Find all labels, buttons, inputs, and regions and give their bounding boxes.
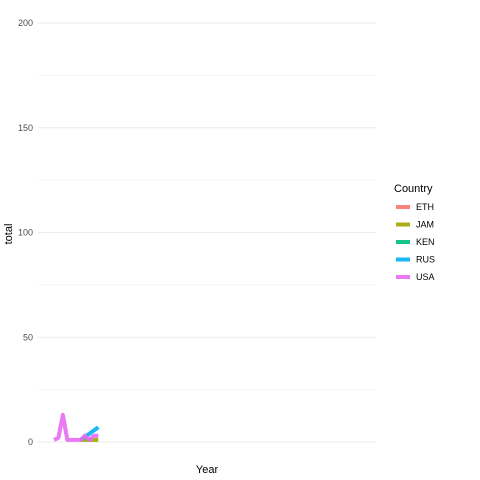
series-line-usa: [53, 412, 99, 442]
y-tick-label: 100: [18, 228, 33, 238]
grid-lines: [38, 22, 376, 443]
series-lines: [53, 412, 100, 442]
x-axis-title: Year: [196, 464, 219, 476]
legend-label-jam: JAM: [416, 220, 434, 230]
legend: Country ETH JAM KEN RUS USA: [394, 183, 435, 282]
legend-label-eth: ETH: [416, 202, 434, 212]
y-tick-label: 0: [28, 437, 33, 447]
legend-label-rus: RUS: [416, 255, 435, 265]
y-tick-label: 150: [18, 123, 33, 133]
y-tick-label: 50: [23, 332, 33, 342]
y-axis-title: total: [3, 224, 15, 245]
legend-label-ken: KEN: [416, 237, 435, 247]
legend-title: Country: [394, 183, 433, 195]
legend-label-usa: USA: [416, 272, 435, 282]
y-tick-labels: 0 50 100 150 200: [18, 18, 33, 447]
y-tick-label: 200: [18, 18, 33, 28]
